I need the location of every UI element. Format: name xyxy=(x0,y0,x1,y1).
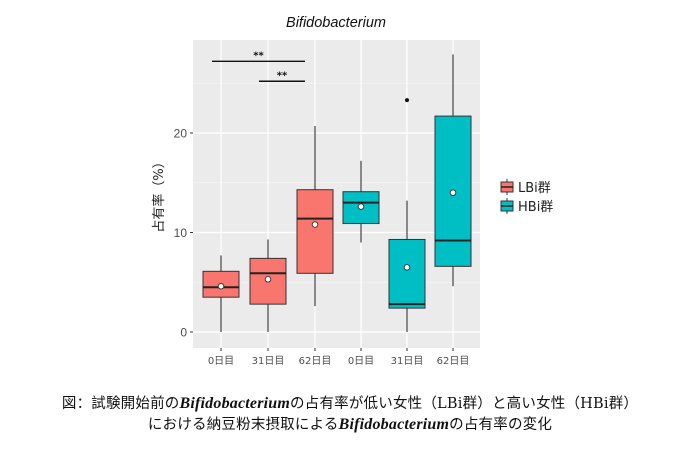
box-HBi群-62日目 xyxy=(434,54,472,287)
caption-species-name: Bifidobacterium xyxy=(338,416,450,433)
caption-text: における納豆粉末摂取による xyxy=(147,417,339,433)
y-tick-label: 10 xyxy=(174,226,188,240)
caption-text: の占有率が低い女性（LBi群）と高い女性（HBi群） xyxy=(290,396,639,412)
x-axis: 0日目 31日目 62日目 0日目 31日目 62日目 xyxy=(208,348,470,367)
x-tick-label: 31日目 xyxy=(252,356,285,367)
y-axis-label: 占有率（%） xyxy=(151,155,167,232)
mean-marker xyxy=(357,203,365,210)
significance-stars: ** xyxy=(277,70,288,81)
caption-text: 図：試験開始前の xyxy=(61,396,180,412)
box-LBi群-62日目 xyxy=(296,126,334,307)
caption-text: の占有率の変化 xyxy=(449,417,553,433)
box-HBi群-0日目 xyxy=(342,160,380,243)
x-tick-label: 0日目 xyxy=(208,356,234,367)
legend-label: LBi群 xyxy=(518,181,551,196)
box-body xyxy=(388,238,426,309)
mean-marker xyxy=(449,189,457,196)
plot-panel xyxy=(193,40,480,348)
legend-item: HBi群 xyxy=(500,198,553,215)
caption-species-name: Bifidobacterium xyxy=(179,395,291,412)
figure-caption-line-1: 図：試験開始前のBifidobacteriumの占有率が低い女性（LBi群）と高… xyxy=(0,392,700,413)
x-tick-label: 0日目 xyxy=(348,356,374,367)
x-tick-label: 62日目 xyxy=(299,356,332,367)
mean-marker xyxy=(217,282,225,290)
box-series xyxy=(202,54,472,332)
significance-annotations: ** ** xyxy=(212,50,305,82)
y-axis: 0 10 20 xyxy=(174,127,193,340)
figure-caption-line-2: における納豆粉末摂取によるBifidobacteriumの占有率の変化 xyxy=(0,413,700,434)
chart-title: Bifidobacterium xyxy=(286,15,386,31)
y-tick-label: 20 xyxy=(174,127,188,141)
box-body xyxy=(296,189,334,274)
significance-stars: ** xyxy=(253,50,264,61)
x-tick-label: 31日目 xyxy=(391,356,424,367)
y-tick-label: 0 xyxy=(180,326,187,340)
box-LBi群-31日目 xyxy=(249,239,287,332)
x-tick-label: 62日目 xyxy=(437,356,470,367)
outlier-point xyxy=(405,98,409,103)
legend-label: HBi群 xyxy=(518,200,553,215)
boxplot-chart: Bifidobacterium 0 10 20 0日目 31日目 62日目 0日目 31日目… xyxy=(151,15,553,367)
mean-marker xyxy=(264,276,272,283)
mean-marker xyxy=(403,264,411,271)
box-HBi群-31日目 xyxy=(388,98,426,332)
mean-marker xyxy=(311,221,319,228)
legend: LBi群 HBi群 xyxy=(500,179,553,215)
legend-item: LBi群 xyxy=(500,179,551,196)
box-LBi群-0日目 xyxy=(202,255,240,332)
